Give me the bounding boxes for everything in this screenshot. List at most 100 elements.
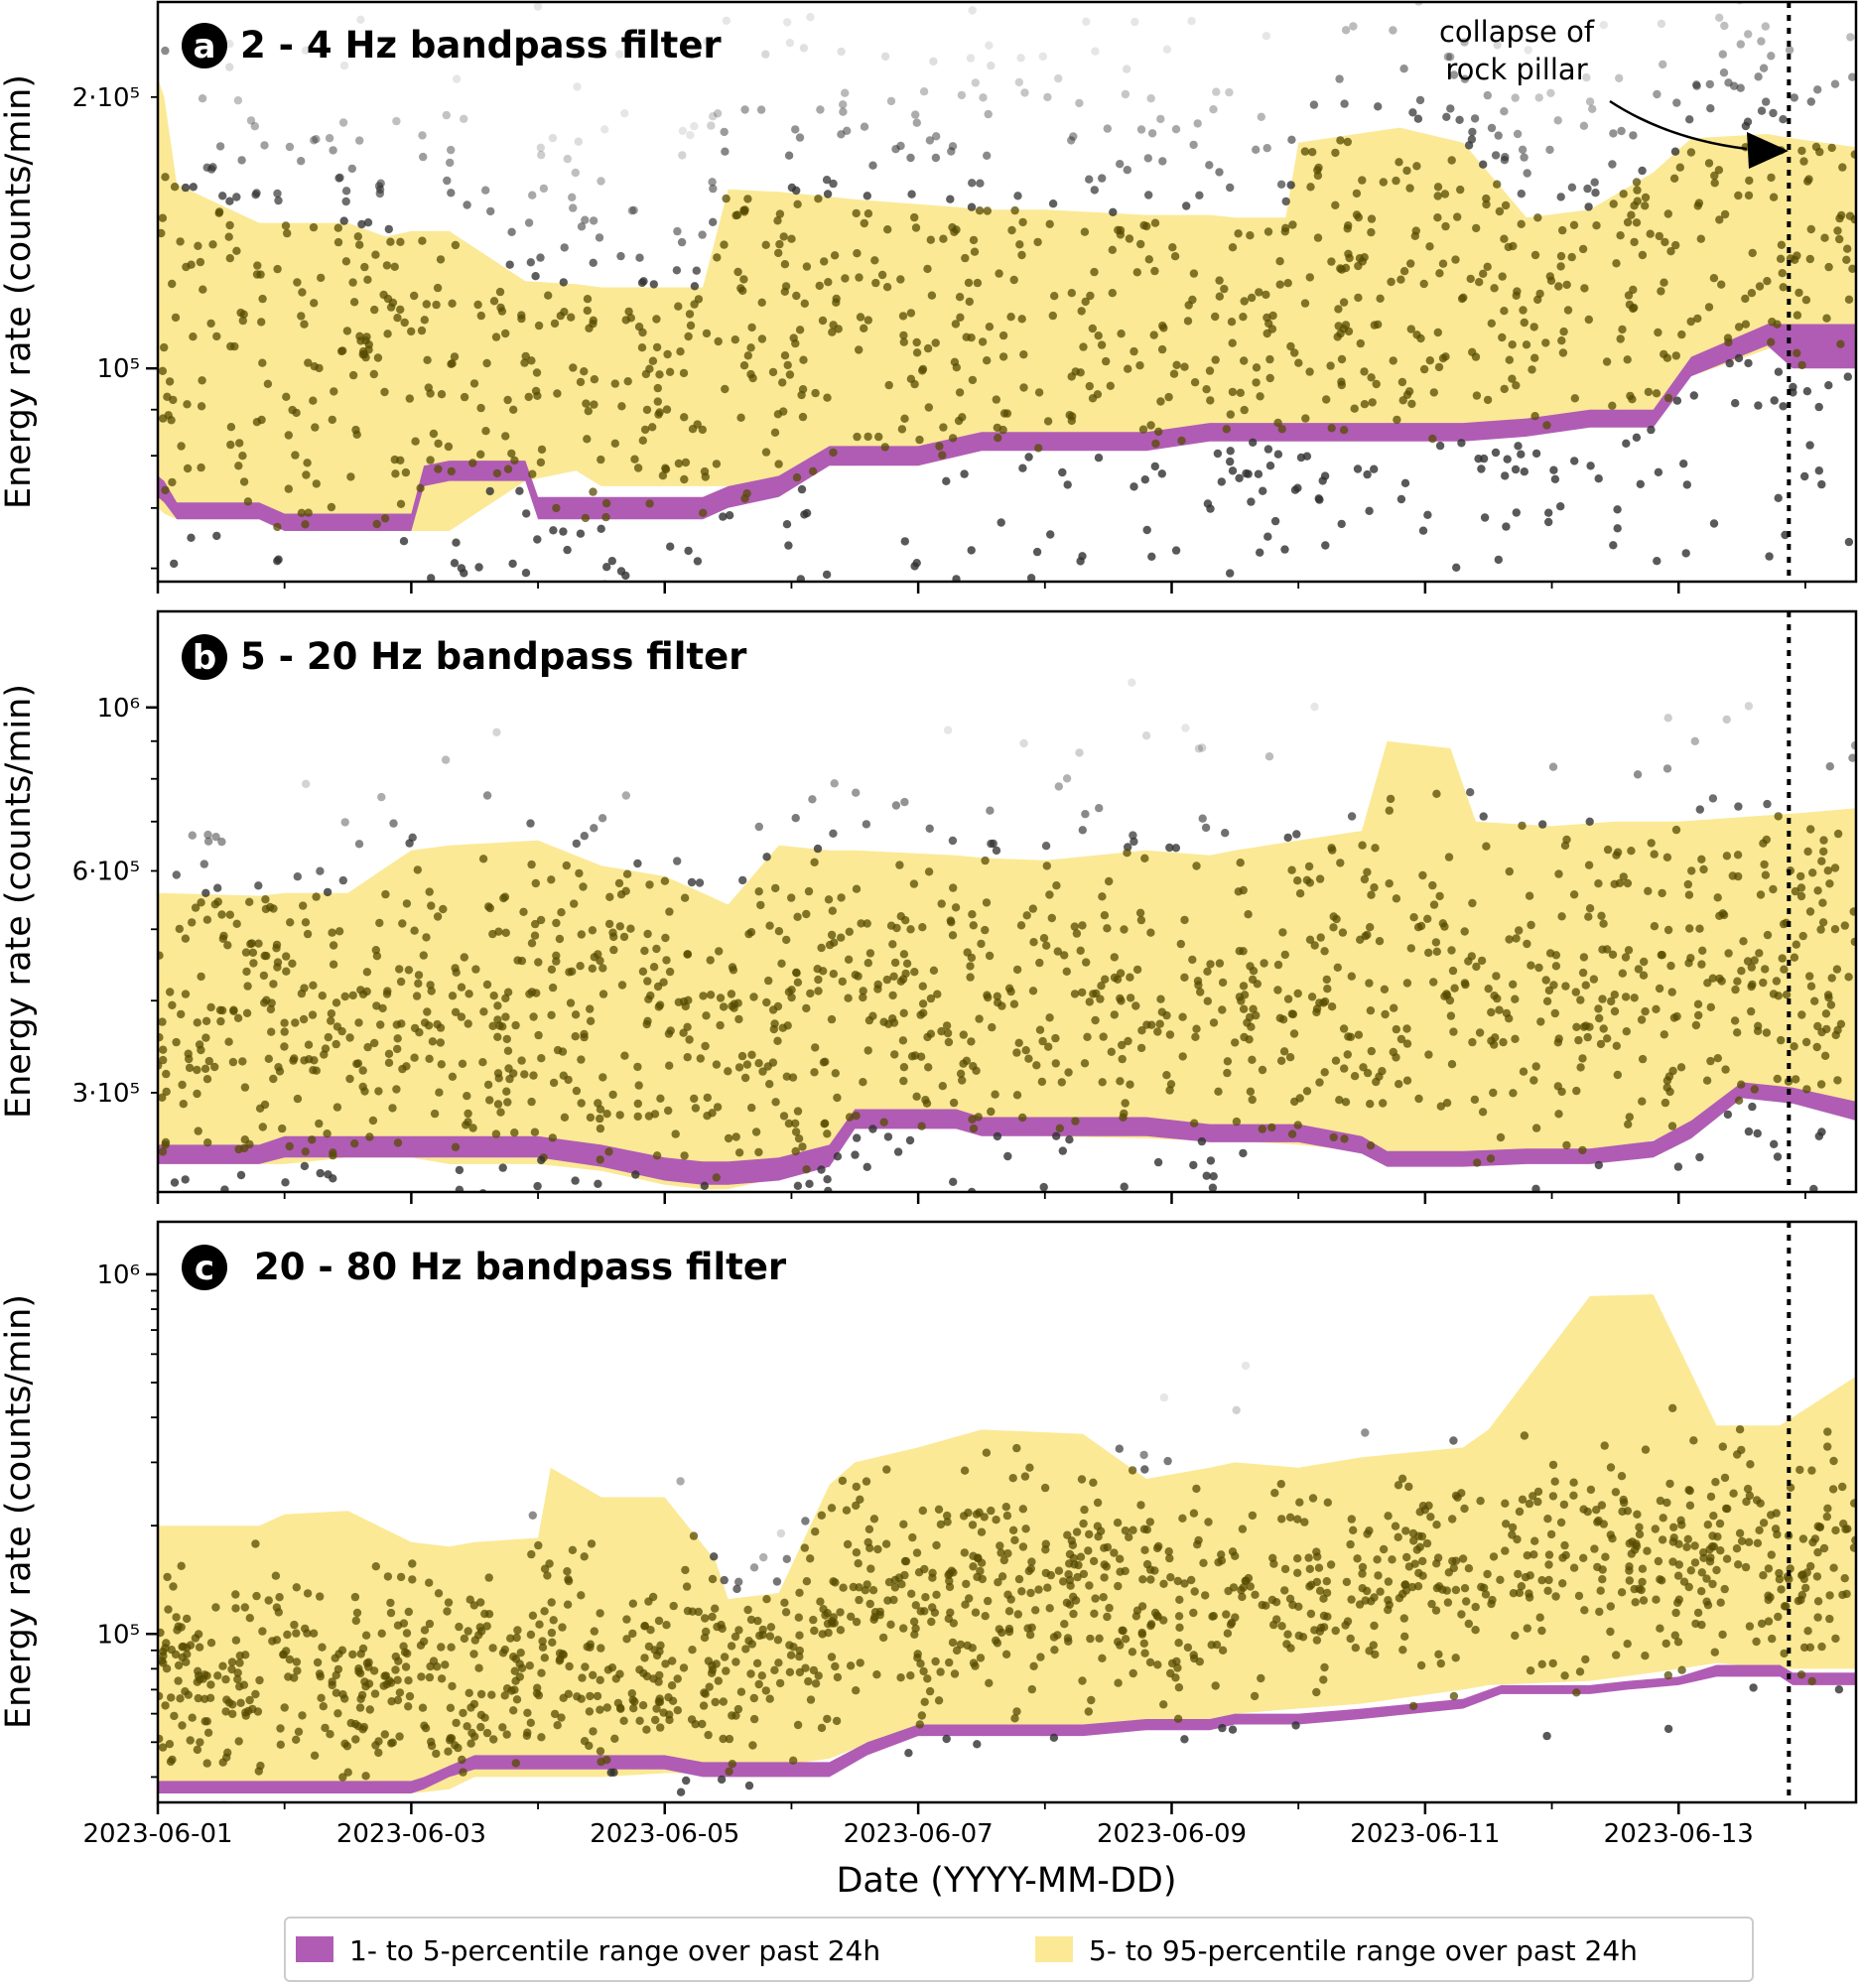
data-point (1844, 295, 1854, 304)
data-point (617, 981, 627, 990)
data-point (1819, 1543, 1829, 1553)
data-point (1339, 1024, 1349, 1033)
data-point (784, 151, 794, 160)
data-point (1724, 78, 1733, 87)
data-point (879, 1118, 888, 1127)
data-point (328, 415, 336, 425)
data-point (334, 174, 343, 183)
data-point (370, 1038, 379, 1048)
data-point (478, 1189, 487, 1192)
data-point (1492, 972, 1501, 981)
data-point (1002, 586, 1010, 594)
data-point (1544, 517, 1553, 527)
data-point (703, 37, 712, 46)
data-point (361, 1631, 371, 1640)
data-point (761, 50, 770, 59)
data-point (1059, 1577, 1068, 1586)
data-point (1804, 175, 1813, 184)
data-point (1165, 843, 1174, 853)
data-point (351, 1735, 360, 1744)
data-point (167, 416, 176, 425)
data-point (239, 477, 249, 486)
data-point (1850, 150, 1856, 159)
data-point (1015, 240, 1024, 249)
data-point (365, 1132, 374, 1141)
data-point (987, 1107, 996, 1117)
data-point (906, 309, 916, 318)
data-point (938, 1082, 947, 1091)
data-point (552, 957, 561, 966)
data-point (1032, 1194, 1040, 1202)
data-point (1617, 1472, 1627, 1481)
data-point (1660, 1030, 1669, 1039)
data-point (1012, 965, 1022, 975)
data-point (1085, 381, 1095, 391)
data-point (707, 1668, 717, 1678)
data-point (1177, 436, 1186, 446)
data-point (531, 386, 541, 396)
data-point (1798, 931, 1807, 941)
data-point (563, 154, 572, 164)
data-point (1638, 1577, 1647, 1587)
data-point (470, 1636, 479, 1645)
data-point (441, 1660, 450, 1669)
data-point (522, 1731, 532, 1741)
data-point (870, 256, 879, 265)
data-point (1744, 1537, 1754, 1547)
data-point (1085, 997, 1095, 1006)
data-point (199, 860, 208, 868)
data-point (1245, 1194, 1253, 1202)
data-point (1468, 127, 1477, 137)
data-point (380, 387, 389, 397)
data-point (1339, 298, 1349, 307)
data-point (291, 451, 300, 460)
data-point (1523, 1551, 1532, 1560)
y-axis-label-a: Energy rate (counts/min) (0, 74, 39, 509)
data-point (1278, 928, 1287, 937)
data-point (206, 1639, 216, 1648)
data-point (1365, 979, 1374, 988)
data-point (1010, 1535, 1019, 1545)
data-point (217, 910, 226, 919)
data-point (1669, 1523, 1678, 1532)
data-point (676, 1788, 686, 1796)
data-point (719, 1734, 728, 1744)
data-point (1694, 199, 1704, 207)
data-point (217, 837, 226, 847)
data-point (899, 950, 909, 959)
data-point (700, 1688, 709, 1697)
data-point (329, 960, 338, 969)
data-point (823, 190, 833, 199)
data-point (680, 474, 689, 484)
data-point (1235, 947, 1245, 956)
data-point (1735, 1425, 1745, 1434)
data-point (734, 1063, 744, 1072)
data-point (1663, 925, 1673, 935)
data-point (1009, 275, 1018, 285)
data-point (1619, 1495, 1628, 1505)
data-point (1209, 1612, 1219, 1621)
data-point (411, 437, 420, 446)
data-point (1530, 412, 1539, 421)
data-point (798, 412, 808, 422)
data-point (1360, 874, 1370, 884)
data-point (348, 1650, 357, 1659)
data-point (707, 121, 716, 130)
data-point (777, 959, 786, 968)
data-point (864, 316, 872, 325)
data-point (652, 1704, 661, 1713)
data-point (1366, 923, 1375, 932)
data-point (960, 469, 969, 478)
data-point (631, 1170, 640, 1179)
data-point (638, 328, 647, 337)
data-point (1262, 290, 1270, 300)
data-point (527, 988, 537, 996)
data-point (283, 228, 292, 238)
data-point (1234, 887, 1244, 896)
data-point (731, 1657, 740, 1666)
data-point (1001, 1503, 1010, 1512)
data-point (396, 499, 406, 508)
data-point (923, 343, 933, 353)
data-point (1192, 861, 1201, 870)
data-point (968, 375, 978, 385)
